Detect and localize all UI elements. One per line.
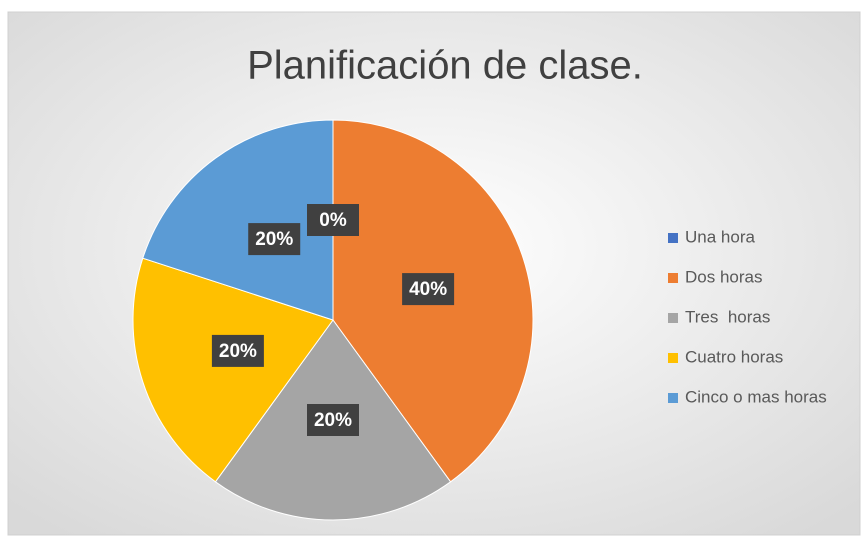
data-label-box: [307, 404, 359, 436]
data-label-box: [402, 273, 455, 306]
chart-title: Planificación de clase.: [247, 44, 643, 88]
legend-label: Cuatro horas: [685, 347, 783, 366]
data-label-box: [248, 223, 301, 256]
legend-swatch: [668, 353, 678, 363]
legend-label: Tres horas: [685, 307, 770, 326]
legend-label: Una hora: [685, 227, 755, 246]
legend-swatch: [668, 273, 678, 283]
legend-swatch: [668, 313, 678, 323]
legend-swatch: [668, 233, 678, 243]
legend-label: Cinco o mas horas: [685, 387, 827, 406]
data-label: 20%: [314, 410, 352, 431]
data-label: 20%: [219, 341, 257, 362]
pie-slice: [142, 119, 334, 321]
data-label: 40%: [409, 279, 447, 300]
data-label: 0%: [319, 210, 347, 231]
data-label: 20%: [255, 229, 293, 250]
legend-label: Dos horas: [685, 267, 762, 286]
data-label-box: [211, 334, 264, 367]
pie-slice: [132, 257, 334, 483]
data-label-box: [307, 204, 359, 236]
legend-swatch: [668, 393, 678, 403]
